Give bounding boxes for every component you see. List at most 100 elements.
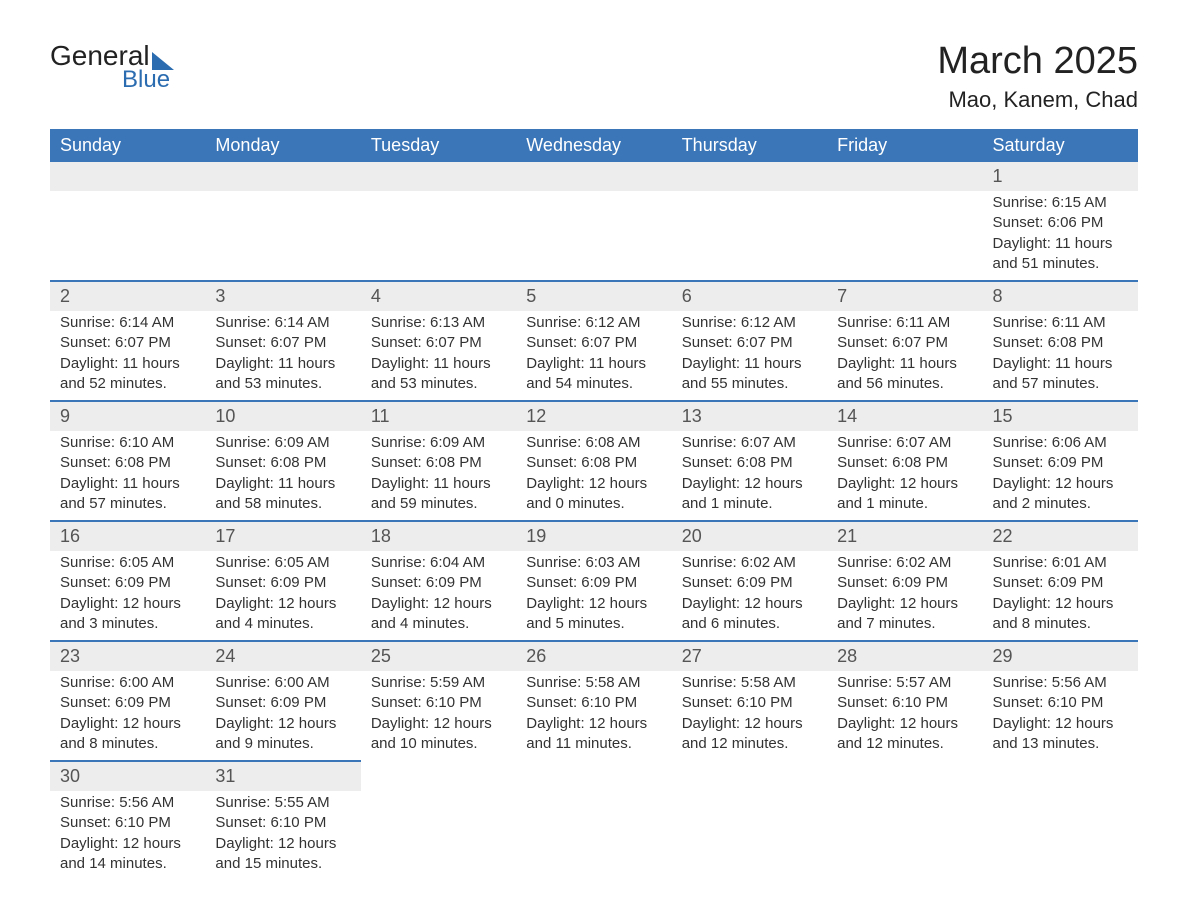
daylight-text: Daylight: 11 hours and 51 minutes.: [993, 234, 1128, 275]
sunset-text: Sunset: 6:09 PM: [371, 573, 506, 593]
day-cell: 1Sunrise: 6:15 AMSunset: 6:06 PMDaylight…: [983, 162, 1138, 281]
daylight-text: Daylight: 12 hours and 2 minutes.: [993, 474, 1128, 515]
day-content: Sunrise: 6:09 AMSunset: 6:08 PMDaylight:…: [205, 431, 360, 520]
day-cell: [672, 162, 827, 281]
sunrise-text: Sunrise: 6:00 AM: [215, 673, 350, 693]
day-header-tuesday: Tuesday: [361, 129, 516, 162]
day-cell: 9Sunrise: 6:10 AMSunset: 6:08 PMDaylight…: [50, 401, 205, 521]
month-title: March 2025: [937, 40, 1138, 83]
day-cell: [361, 162, 516, 281]
sunset-text: Sunset: 6:10 PM: [837, 693, 972, 713]
day-number: 26: [516, 642, 671, 671]
day-cell: [50, 162, 205, 281]
sunrise-text: Sunrise: 5:59 AM: [371, 673, 506, 693]
day-number-empty: [516, 162, 671, 191]
day-number: 8: [983, 282, 1138, 311]
day-content: Sunrise: 6:05 AMSunset: 6:09 PMDaylight:…: [205, 551, 360, 640]
sunrise-text: Sunrise: 6:02 AM: [682, 553, 817, 573]
sunset-text: Sunset: 6:08 PM: [837, 453, 972, 473]
sunrise-text: Sunrise: 6:15 AM: [993, 193, 1128, 213]
day-number: 15: [983, 402, 1138, 431]
day-cell: 23Sunrise: 6:00 AMSunset: 6:09 PMDayligh…: [50, 641, 205, 761]
day-content: Sunrise: 6:14 AMSunset: 6:07 PMDaylight:…: [50, 311, 205, 400]
sunrise-text: Sunrise: 5:56 AM: [60, 793, 195, 813]
day-number-empty: [205, 162, 360, 191]
sunset-text: Sunset: 6:10 PM: [526, 693, 661, 713]
sunset-text: Sunset: 6:07 PM: [60, 333, 195, 353]
day-cell: 25Sunrise: 5:59 AMSunset: 6:10 PMDayligh…: [361, 641, 516, 761]
daylight-text: Daylight: 12 hours and 5 minutes.: [526, 594, 661, 635]
sunset-text: Sunset: 6:06 PM: [993, 213, 1128, 233]
day-number-empty: [672, 162, 827, 191]
day-content: Sunrise: 6:07 AMSunset: 6:08 PMDaylight:…: [827, 431, 982, 520]
day-header-saturday: Saturday: [983, 129, 1138, 162]
daylight-text: Daylight: 12 hours and 8 minutes.: [993, 594, 1128, 635]
sunset-text: Sunset: 6:07 PM: [371, 333, 506, 353]
day-cell: 17Sunrise: 6:05 AMSunset: 6:09 PMDayligh…: [205, 521, 360, 641]
day-number: 17: [205, 522, 360, 551]
sunrise-text: Sunrise: 6:10 AM: [60, 433, 195, 453]
day-content: Sunrise: 6:02 AMSunset: 6:09 PMDaylight:…: [672, 551, 827, 640]
daylight-text: Daylight: 11 hours and 55 minutes.: [682, 354, 817, 395]
week-row: 23Sunrise: 6:00 AMSunset: 6:09 PMDayligh…: [50, 641, 1138, 761]
calendar-body: 1Sunrise: 6:15 AMSunset: 6:06 PMDaylight…: [50, 162, 1138, 880]
day-cell: 19Sunrise: 6:03 AMSunset: 6:09 PMDayligh…: [516, 521, 671, 641]
day-cell: 11Sunrise: 6:09 AMSunset: 6:08 PMDayligh…: [361, 401, 516, 521]
sunset-text: Sunset: 6:09 PM: [682, 573, 817, 593]
daylight-text: Daylight: 12 hours and 10 minutes.: [371, 714, 506, 755]
day-number: 13: [672, 402, 827, 431]
day-content: Sunrise: 6:02 AMSunset: 6:09 PMDaylight:…: [827, 551, 982, 640]
daylight-text: Daylight: 11 hours and 54 minutes.: [526, 354, 661, 395]
logo-blue-text: Blue: [122, 66, 170, 94]
sunrise-text: Sunrise: 6:03 AM: [526, 553, 661, 573]
day-number: 7: [827, 282, 982, 311]
daylight-text: Daylight: 11 hours and 57 minutes.: [60, 474, 195, 515]
daylight-text: Daylight: 12 hours and 7 minutes.: [837, 594, 972, 635]
sunrise-text: Sunrise: 5:57 AM: [837, 673, 972, 693]
daylight-text: Daylight: 12 hours and 12 minutes.: [682, 714, 817, 755]
sunrise-text: Sunrise: 6:05 AM: [60, 553, 195, 573]
sunset-text: Sunset: 6:09 PM: [837, 573, 972, 593]
sunrise-text: Sunrise: 6:14 AM: [215, 313, 350, 333]
day-cell: 16Sunrise: 6:05 AMSunset: 6:09 PMDayligh…: [50, 521, 205, 641]
day-number: 19: [516, 522, 671, 551]
sunrise-text: Sunrise: 6:07 AM: [682, 433, 817, 453]
daylight-text: Daylight: 11 hours and 57 minutes.: [993, 354, 1128, 395]
day-cell: 21Sunrise: 6:02 AMSunset: 6:09 PMDayligh…: [827, 521, 982, 641]
day-cell: 18Sunrise: 6:04 AMSunset: 6:09 PMDayligh…: [361, 521, 516, 641]
day-number-empty: [983, 761, 1138, 790]
day-cell: 29Sunrise: 5:56 AMSunset: 6:10 PMDayligh…: [983, 641, 1138, 761]
day-cell: 30Sunrise: 5:56 AMSunset: 6:10 PMDayligh…: [50, 761, 205, 880]
daylight-text: Daylight: 11 hours and 53 minutes.: [215, 354, 350, 395]
day-content: Sunrise: 5:56 AMSunset: 6:10 PMDaylight:…: [983, 671, 1138, 760]
sunset-text: Sunset: 6:09 PM: [215, 573, 350, 593]
sunset-text: Sunset: 6:08 PM: [371, 453, 506, 473]
day-content: Sunrise: 6:03 AMSunset: 6:09 PMDaylight:…: [516, 551, 671, 640]
day-header-row: Sunday Monday Tuesday Wednesday Thursday…: [50, 129, 1138, 162]
sunset-text: Sunset: 6:09 PM: [526, 573, 661, 593]
day-number: 5: [516, 282, 671, 311]
day-content: Sunrise: 5:57 AMSunset: 6:10 PMDaylight:…: [827, 671, 982, 760]
day-content: Sunrise: 5:56 AMSunset: 6:10 PMDaylight:…: [50, 791, 205, 880]
day-content: Sunrise: 6:00 AMSunset: 6:09 PMDaylight:…: [50, 671, 205, 760]
day-cell: 20Sunrise: 6:02 AMSunset: 6:09 PMDayligh…: [672, 521, 827, 641]
week-row: 1Sunrise: 6:15 AMSunset: 6:06 PMDaylight…: [50, 162, 1138, 281]
sunrise-text: Sunrise: 6:09 AM: [215, 433, 350, 453]
logo: General Blue: [50, 40, 174, 94]
day-content: Sunrise: 6:14 AMSunset: 6:07 PMDaylight:…: [205, 311, 360, 400]
sunrise-text: Sunrise: 6:07 AM: [837, 433, 972, 453]
sunrise-text: Sunrise: 6:05 AM: [215, 553, 350, 573]
day-number: 14: [827, 402, 982, 431]
day-cell: 12Sunrise: 6:08 AMSunset: 6:08 PMDayligh…: [516, 401, 671, 521]
day-content: Sunrise: 6:11 AMSunset: 6:08 PMDaylight:…: [983, 311, 1138, 400]
sunset-text: Sunset: 6:07 PM: [215, 333, 350, 353]
day-content: Sunrise: 6:12 AMSunset: 6:07 PMDaylight:…: [672, 311, 827, 400]
day-header-wednesday: Wednesday: [516, 129, 671, 162]
day-cell: [672, 761, 827, 880]
daylight-text: Daylight: 12 hours and 6 minutes.: [682, 594, 817, 635]
day-number: 29: [983, 642, 1138, 671]
day-cell: 6Sunrise: 6:12 AMSunset: 6:07 PMDaylight…: [672, 281, 827, 401]
daylight-text: Daylight: 11 hours and 58 minutes.: [215, 474, 350, 515]
daylight-text: Daylight: 11 hours and 52 minutes.: [60, 354, 195, 395]
day-number: 28: [827, 642, 982, 671]
